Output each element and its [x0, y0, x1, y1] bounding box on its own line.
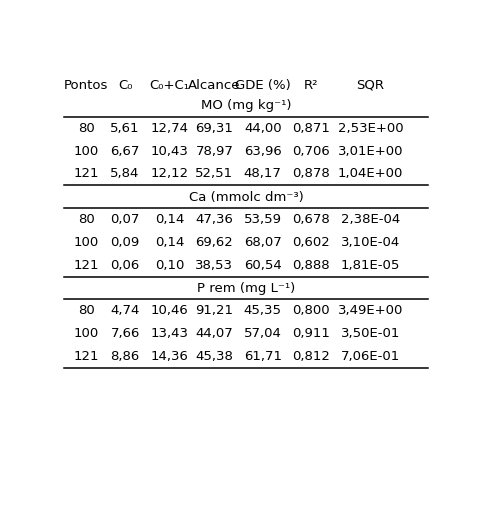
Text: 80: 80 [78, 213, 95, 226]
Text: 80: 80 [78, 304, 95, 317]
Text: 10,46: 10,46 [151, 304, 189, 317]
Text: 44,00: 44,00 [244, 122, 282, 135]
Text: 1,81E-05: 1,81E-05 [341, 259, 400, 272]
Text: 0,06: 0,06 [110, 259, 140, 272]
Text: 52,51: 52,51 [195, 168, 233, 181]
Text: 38,53: 38,53 [195, 259, 233, 272]
Text: 100: 100 [73, 145, 99, 158]
Text: GDE (%): GDE (%) [235, 78, 290, 91]
Text: 12,74: 12,74 [151, 122, 189, 135]
Text: 47,36: 47,36 [195, 213, 233, 226]
Text: P rem (mg L⁻¹): P rem (mg L⁻¹) [197, 282, 295, 295]
Text: C₀: C₀ [118, 78, 132, 91]
Text: 1,04E+00: 1,04E+00 [338, 168, 403, 181]
Text: 100: 100 [73, 236, 99, 249]
Text: 0,812: 0,812 [292, 350, 330, 363]
Text: 14,36: 14,36 [151, 350, 189, 363]
Text: 57,04: 57,04 [244, 327, 282, 340]
Text: 3,01E+00: 3,01E+00 [338, 145, 403, 158]
Text: 0,10: 0,10 [155, 259, 184, 272]
Text: 45,38: 45,38 [195, 350, 233, 363]
Text: 4,74: 4,74 [110, 304, 140, 317]
Text: 0,878: 0,878 [292, 168, 330, 181]
Text: 7,06E-01: 7,06E-01 [341, 350, 400, 363]
Text: 60,54: 60,54 [244, 259, 282, 272]
Text: 7,66: 7,66 [110, 327, 140, 340]
Text: 3,49E+00: 3,49E+00 [338, 304, 403, 317]
Text: 63,96: 63,96 [244, 145, 282, 158]
Text: 100: 100 [73, 327, 99, 340]
Text: 0,800: 0,800 [292, 304, 330, 317]
Text: 121: 121 [73, 259, 99, 272]
Text: 80: 80 [78, 122, 95, 135]
Text: SQR: SQR [357, 78, 384, 91]
Text: 0,14: 0,14 [155, 213, 184, 226]
Text: Ca (mmolc dm⁻³): Ca (mmolc dm⁻³) [189, 191, 303, 204]
Text: 61,71: 61,71 [244, 350, 282, 363]
Text: MO (mg kg⁻¹): MO (mg kg⁻¹) [201, 99, 291, 112]
Text: C₀+C₁: C₀+C₁ [150, 78, 190, 91]
Text: 69,62: 69,62 [195, 236, 233, 249]
Text: 0,678: 0,678 [292, 213, 330, 226]
Text: 121: 121 [73, 168, 99, 181]
Text: R²: R² [304, 78, 318, 91]
Text: 121: 121 [73, 350, 99, 363]
Text: 0,871: 0,871 [292, 122, 330, 135]
Text: 0,07: 0,07 [110, 213, 140, 226]
Text: 5,84: 5,84 [110, 168, 140, 181]
Text: 12,12: 12,12 [151, 168, 189, 181]
Text: 68,07: 68,07 [244, 236, 282, 249]
Text: 5,61: 5,61 [110, 122, 140, 135]
Text: 53,59: 53,59 [244, 213, 282, 226]
Text: 13,43: 13,43 [151, 327, 189, 340]
Text: 0,706: 0,706 [292, 145, 330, 158]
Text: 8,86: 8,86 [110, 350, 140, 363]
Text: 44,07: 44,07 [195, 327, 233, 340]
Text: 48,17: 48,17 [244, 168, 282, 181]
Text: 69,31: 69,31 [195, 122, 233, 135]
Text: 2,38E-04: 2,38E-04 [341, 213, 400, 226]
Text: 0,14: 0,14 [155, 236, 184, 249]
Text: 0,888: 0,888 [292, 259, 330, 272]
Text: 10,43: 10,43 [151, 145, 189, 158]
Text: 2,53E+00: 2,53E+00 [338, 122, 403, 135]
Text: 78,97: 78,97 [195, 145, 233, 158]
Text: 45,35: 45,35 [244, 304, 282, 317]
Text: Alcance: Alcance [188, 78, 240, 91]
Text: 91,21: 91,21 [195, 304, 233, 317]
Text: 0,911: 0,911 [292, 327, 330, 340]
Text: 3,10E-04: 3,10E-04 [341, 236, 400, 249]
Text: Pontos: Pontos [64, 78, 108, 91]
Text: 3,50E-01: 3,50E-01 [341, 327, 400, 340]
Text: 0,602: 0,602 [292, 236, 330, 249]
Text: 0,09: 0,09 [110, 236, 140, 249]
Text: 6,67: 6,67 [110, 145, 140, 158]
